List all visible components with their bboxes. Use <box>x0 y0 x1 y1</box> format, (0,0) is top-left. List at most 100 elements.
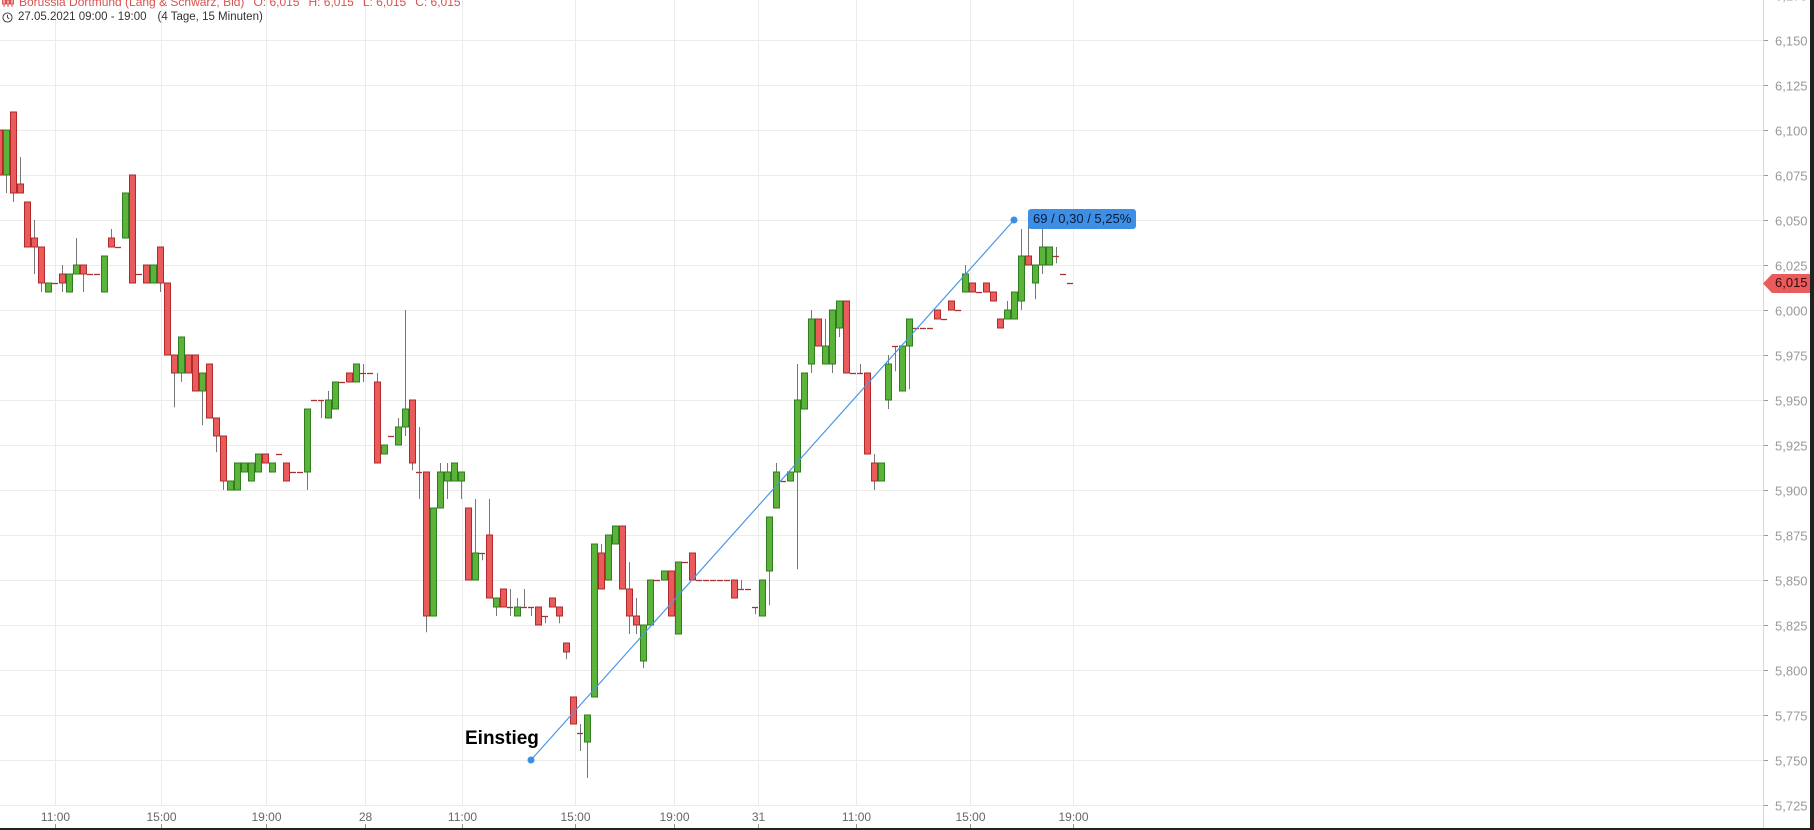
candle <box>143 264 150 284</box>
candle-body-up <box>122 192 129 239</box>
candle-body-up <box>101 255 108 293</box>
x-tick-label: 28 <box>359 810 373 824</box>
candle-body-up <box>514 606 521 617</box>
candle-body-up <box>794 399 801 473</box>
candle-body-up <box>640 624 647 662</box>
candle-body-up <box>458 471 465 482</box>
candle <box>878 462 885 482</box>
candle <box>500 588 507 608</box>
candle <box>563 642 570 660</box>
candle <box>556 606 563 624</box>
candle-body-down <box>486 534 493 599</box>
x-tick-label: 15:00 <box>146 810 176 824</box>
candle-body-down <box>997 318 1004 329</box>
trendline-start-handle[interactable] <box>527 756 535 764</box>
y-tick-label: 6,100 <box>1775 124 1808 139</box>
candle-body-up <box>227 480 234 491</box>
candle-body-up <box>241 462 248 473</box>
candle-body-up <box>255 453 262 473</box>
trendline-measure-badge[interactable]: 69 / 0,30 / 5,25% <box>1028 209 1137 229</box>
candle <box>612 525 619 545</box>
candle-body-down <box>535 606 542 626</box>
candle-body-down <box>0 129 3 176</box>
candle <box>374 373 381 464</box>
candle-body-up <box>829 309 836 365</box>
candle <box>794 364 801 570</box>
candle-body-up <box>353 363 360 383</box>
candle-body-up <box>759 579 766 617</box>
candle <box>948 300 955 311</box>
last-price-flag <box>1763 274 1810 293</box>
candle-body-down <box>143 264 150 284</box>
y-tick-label: 5,775 <box>1775 709 1808 724</box>
candle-body-up <box>234 462 241 491</box>
y-tick-label: 6,050 <box>1775 214 1808 229</box>
candle <box>990 291 997 302</box>
candle-body-up <box>801 372 808 410</box>
candle <box>822 319 829 365</box>
candle-body-down <box>38 246 45 284</box>
candle-body-down <box>864 372 871 455</box>
candle <box>199 372 206 426</box>
candle <box>507 589 513 616</box>
candle-body-down <box>171 354 178 374</box>
candle-body-up <box>878 462 885 482</box>
candle <box>535 606 542 626</box>
candle <box>885 355 892 409</box>
candle <box>479 552 485 561</box>
candle <box>969 282 976 293</box>
candle-body-down <box>129 174 136 284</box>
candle <box>962 265 969 293</box>
candle <box>444 463 451 499</box>
candle-body-up <box>402 408 409 428</box>
close-value: C: 6,015 <box>415 0 461 9</box>
x-tick-label: 11:00 <box>41 810 70 824</box>
candle-body-down <box>31 237 38 248</box>
candle-body-down <box>843 300 850 374</box>
candle-body-up <box>584 714 591 743</box>
candle <box>857 364 863 375</box>
candle-body-up <box>647 579 654 626</box>
candle <box>101 255 108 293</box>
interval: (4 Tage, 15 Minuten) <box>157 11 263 23</box>
candle-body-up <box>899 345 906 392</box>
candle <box>493 597 500 616</box>
candle-body-up <box>332 381 339 410</box>
candle <box>108 229 115 248</box>
candle-body-down <box>969 282 976 293</box>
last-price-marker: 6,015 <box>1763 274 1810 293</box>
candle-body-down <box>80 264 87 275</box>
y-tick-label: 6,025 <box>1775 259 1808 274</box>
candle-body-up <box>199 372 206 392</box>
y-tick-label: 5,950 <box>1775 394 1808 409</box>
candle-body-down <box>374 381 381 464</box>
candle <box>864 372 871 455</box>
y-tick-label: 5,875 <box>1775 529 1808 544</box>
candle-body-up <box>661 570 668 581</box>
entry-annotation[interactable]: Einstieg <box>465 728 539 749</box>
candle-body-down <box>731 579 738 599</box>
candle <box>269 462 276 473</box>
candle <box>521 589 527 609</box>
trendline-end-handle[interactable] <box>1010 216 1018 224</box>
candle <box>1011 291 1018 320</box>
candle <box>353 363 360 383</box>
candle-body-up <box>437 471 444 509</box>
candle <box>738 580 744 591</box>
candle <box>0 129 3 176</box>
candle-body-down <box>10 111 17 194</box>
candle-body-up <box>451 462 458 482</box>
candle-body-up <box>472 552 479 581</box>
candle-body-down <box>185 354 192 374</box>
open-value: O: 6,015 <box>253 0 300 9</box>
y-tick-label: 6,075 <box>1775 169 1808 184</box>
candle <box>465 507 472 581</box>
candle <box>45 282 52 293</box>
candle <box>129 174 136 284</box>
candle-body-up <box>444 471 451 482</box>
candle <box>584 714 591 778</box>
trendline[interactable] <box>530 219 1015 761</box>
candle-body-up <box>248 462 255 482</box>
candle-body-down <box>990 291 997 302</box>
